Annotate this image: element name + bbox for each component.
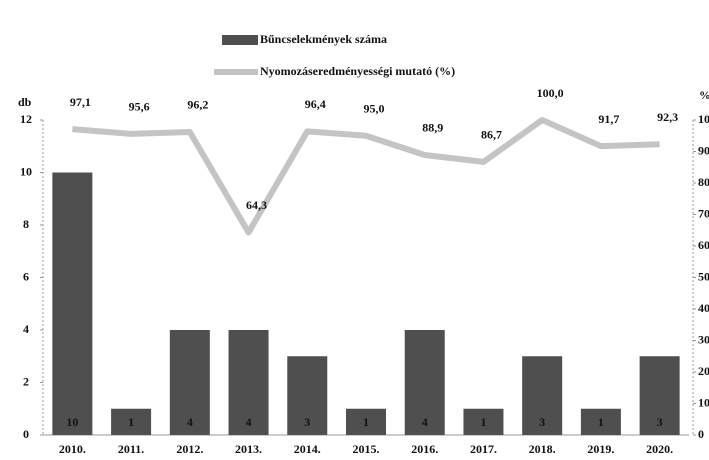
bar-value-label: 10: [66, 415, 78, 429]
y2-tick-label: 20: [698, 364, 709, 378]
bar: [463, 408, 504, 435]
y2-tick-label: 10: [698, 395, 709, 409]
y2-tick-label: 40: [698, 301, 709, 315]
bar-value-label: 3: [539, 415, 545, 429]
y2-tick-label: 70: [698, 206, 709, 220]
bar: [169, 330, 210, 435]
bar: [522, 356, 563, 435]
bar-value-label: 1: [480, 415, 486, 429]
x-tick-label: 2010.: [59, 442, 86, 456]
y-tick-label: 0: [23, 427, 29, 441]
line-value-label: 86,7: [481, 128, 502, 142]
bar: [580, 408, 621, 435]
legend-label: Bűncselekmények száma: [260, 32, 387, 46]
line-value-label: 95,6: [129, 100, 150, 114]
y2-axis-label: %: [699, 88, 709, 102]
y-tick-label: 4: [23, 322, 29, 336]
x-tick-label: 2015.: [353, 442, 380, 456]
bar: [287, 356, 328, 435]
bar: [639, 356, 680, 435]
line: [72, 117, 660, 236]
x-tick-label: 2016.: [411, 442, 438, 456]
line-value-label: 95,0: [364, 102, 385, 116]
y-axis-label: db: [18, 95, 32, 109]
line-value-label: 100,0: [537, 86, 564, 100]
line-value-label: 92,3: [657, 110, 678, 124]
x-tick-label: 2017.: [470, 442, 497, 456]
bar: [404, 330, 445, 435]
line-value-label: 91,7: [598, 112, 619, 126]
y2-tick-label: 30: [698, 332, 709, 346]
x-tick-label: 2011.: [118, 442, 144, 456]
y2-tick-label: 50: [698, 269, 709, 283]
bar-value-label: 1: [598, 415, 604, 429]
bar-value-label: 4: [246, 415, 252, 429]
bar: [111, 408, 152, 435]
line-value-label: 96,4: [305, 97, 326, 111]
legend-swatch: [222, 35, 258, 45]
y2-tick-label: 60: [698, 238, 709, 252]
y-tick-label: 8: [23, 217, 29, 231]
y-tick-label: 2: [23, 374, 29, 388]
line-value-label: 88,9: [422, 121, 443, 135]
y-tick-label: 10: [20, 164, 32, 178]
y2-tick-label: 0: [698, 427, 704, 441]
bar-value-label: 1: [363, 415, 369, 429]
y-tick-label: 6: [23, 269, 29, 283]
bar-value-label: 3: [304, 415, 310, 429]
bar: [346, 408, 386, 435]
bar: [52, 172, 93, 435]
y2-tick-label: 100: [698, 112, 709, 126]
bar: [228, 330, 269, 435]
x-tick-label: 2019.: [587, 442, 614, 456]
x-tick-label: 2012.: [176, 442, 203, 456]
y2-tick-label: 80: [698, 175, 709, 189]
bar-value-label: 1: [128, 415, 134, 429]
bar-value-label: 4: [422, 415, 428, 429]
x-tick-label: 2018.: [529, 442, 556, 456]
x-tick-label: 2013.: [235, 442, 262, 456]
y2-tick-label: 90: [698, 143, 709, 157]
line-value-label: 64,3: [246, 198, 267, 212]
line-value-label: 96,2: [187, 98, 208, 112]
x-tick-label: 2020.: [646, 442, 673, 456]
bar-value-label: 4: [187, 415, 193, 429]
bar-value-label: 3: [657, 415, 663, 429]
y-tick-label: 12: [20, 112, 32, 126]
legend-label: Nyomozáseredményességi mutató (%): [260, 64, 455, 78]
x-tick-label: 2014.: [294, 442, 321, 456]
line-value-label: 97,1: [70, 95, 91, 109]
